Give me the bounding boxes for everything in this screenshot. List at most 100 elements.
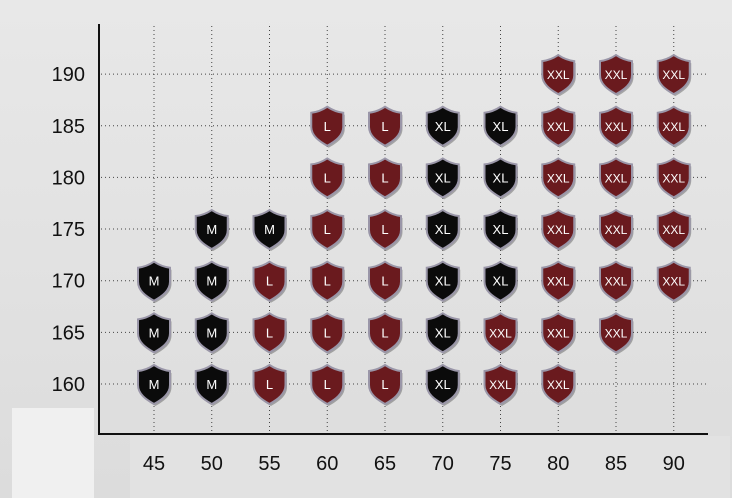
marker-label: XXL — [605, 223, 628, 237]
shield-icon — [425, 157, 460, 199]
shield-icon — [194, 363, 229, 406]
y-tick-label: 175 — [52, 219, 85, 241]
shield-icon — [425, 363, 460, 406]
marker-label: XXL — [662, 120, 685, 134]
size-marker-l: L — [368, 363, 403, 406]
marker-label: L — [324, 119, 331, 134]
size-marker-xxl: XXL — [541, 105, 576, 148]
marker-label: M — [149, 274, 160, 289]
size-marker-m: M — [194, 363, 230, 406]
marker-label: L — [324, 274, 331, 289]
size-marker-l: L — [310, 208, 345, 252]
shield-icon — [194, 208, 229, 251]
shield-icon — [252, 312, 287, 354]
size-marker-xxl: XXL — [599, 105, 634, 148]
size-marker-xxl: XXL — [541, 157, 576, 200]
x-tick-label: 90 — [663, 453, 685, 475]
shield-icon — [483, 312, 518, 354]
marker-label: XXL — [605, 326, 628, 340]
size-marker-m: M — [137, 312, 172, 355]
marker-label: XXL — [547, 68, 570, 82]
marker-label: XL — [435, 274, 451, 289]
size-marker-m: M — [194, 260, 230, 303]
shield-icon — [368, 363, 402, 406]
x-tick-label: 80 — [547, 453, 569, 475]
marker-label: XXL — [547, 326, 570, 340]
shield-icon — [194, 260, 229, 302]
shield-icon — [483, 105, 518, 147]
size-marker-xxl: XXL — [599, 260, 634, 303]
y-tick-label: 190 — [52, 64, 85, 86]
size-marker-m: M — [137, 363, 172, 406]
shield-icon — [310, 312, 345, 354]
shield-icon — [656, 208, 691, 251]
shield-icon — [368, 157, 402, 199]
size-marker-xxl: XXL — [599, 53, 634, 97]
size-marker-xl: XL — [425, 312, 461, 355]
marker-label: XXL — [605, 171, 628, 185]
size-marker-m: M — [137, 260, 172, 303]
shield-icon — [483, 157, 518, 199]
size-marker-xl: XL — [483, 208, 518, 252]
size-marker-xxl: XXL — [541, 312, 576, 355]
x-tick-label: 75 — [489, 453, 511, 475]
size-marker-xl: XL — [425, 363, 461, 406]
size-marker-l: L — [310, 157, 345, 200]
marker-label: M — [206, 325, 217, 340]
marker-label: L — [324, 222, 331, 237]
shield-icon — [137, 312, 171, 354]
shield-icon — [541, 53, 576, 96]
shield-icon — [656, 105, 691, 147]
shield-icon — [599, 157, 633, 199]
shield-icon — [599, 105, 633, 147]
shield-icon — [137, 363, 171, 406]
shield-icon — [483, 260, 518, 302]
shield-icon — [541, 363, 576, 406]
marker-label: M — [264, 222, 275, 237]
size-marker-xxl: XXL — [483, 363, 518, 406]
shield-icon — [137, 260, 171, 302]
size-marker-xxl: XXL — [483, 312, 518, 355]
marker-label: XXL — [547, 378, 570, 392]
marker-label: XXL — [662, 68, 685, 82]
shield-icon — [425, 260, 460, 302]
marker-label: M — [206, 274, 217, 289]
shield-icon — [599, 260, 633, 302]
marker-label: L — [381, 377, 388, 392]
x-tick-label: 45 — [143, 453, 165, 475]
shield-icon — [368, 208, 402, 251]
shield-icon — [310, 363, 345, 406]
marker-label: M — [149, 325, 160, 340]
shield-icon — [599, 53, 633, 96]
shield-icon — [368, 105, 402, 147]
size-marker-m: M — [252, 208, 287, 252]
shield-icon — [541, 157, 576, 199]
marker-label: XL — [435, 325, 451, 340]
y-tick-label: 180 — [52, 167, 85, 189]
marker-label: L — [381, 119, 388, 134]
x-tick-label: 65 — [374, 453, 396, 475]
size-marker-l: L — [368, 208, 403, 252]
shield-icon — [252, 363, 287, 406]
size-marker-xxl: XXL — [541, 260, 576, 303]
size-marker-xxl: XXL — [656, 208, 692, 252]
size-marker-l: L — [310, 363, 345, 406]
size-marker-xxl: XXL — [599, 157, 634, 200]
size-marker-xl: XL — [483, 105, 518, 148]
shield-icon — [541, 312, 576, 354]
size-marker-m: M — [194, 208, 230, 252]
marker-label: XL — [435, 119, 451, 134]
shield-icon — [656, 260, 691, 302]
size-marker-xxl: XXL — [541, 53, 576, 97]
marker-label: XXL — [547, 171, 570, 185]
size-marker-xxl: XXL — [599, 312, 634, 355]
marker-label: XXL — [662, 171, 685, 185]
size-marker-l: L — [310, 260, 345, 303]
size-marker-xl: XL — [483, 260, 518, 303]
size-marker-l: L — [368, 312, 403, 355]
size-marker-l: L — [368, 105, 403, 148]
shield-icon — [541, 260, 576, 302]
marker-label: XL — [493, 170, 509, 185]
marker-label: XL — [493, 222, 509, 237]
